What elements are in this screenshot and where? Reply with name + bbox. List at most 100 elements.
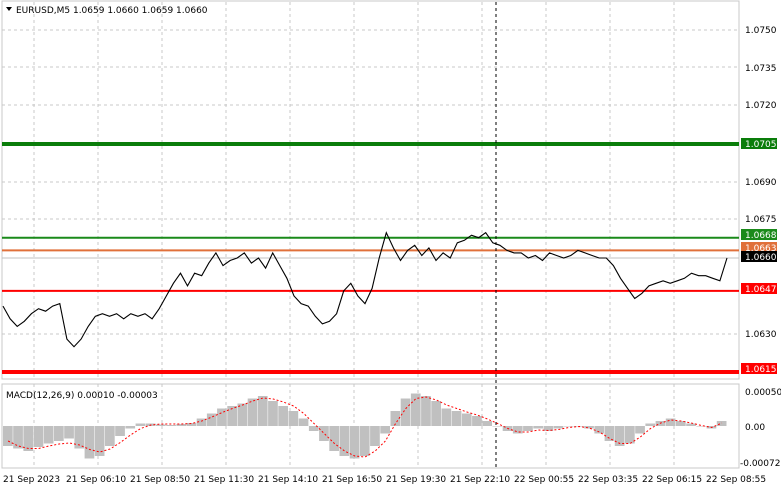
price-series-line[interactable] — [2, 231, 728, 348]
level-tag-bg — [741, 242, 777, 253]
macd-histogram-bar — [512, 426, 523, 434]
macd-histogram-bar — [329, 426, 339, 451]
macd-histogram-bar — [105, 426, 115, 446]
macd-histogram-bar — [390, 411, 401, 426]
macd-histogram-bar — [125, 426, 136, 429]
macd-histogram-bar — [13, 426, 23, 449]
time-axis-label: 21 Sep 11:30 — [194, 475, 254, 485]
macd-histogram-bar — [686, 423, 696, 426]
level-tag-text: 1.0705 — [745, 140, 777, 150]
level-tags: 1.0705 1.0668 1.0663 1.0660 1.0647 1.061… — [741, 138, 777, 375]
macd-histogram-bar — [370, 426, 380, 446]
macd-histogram-bar — [482, 421, 492, 426]
macd-histogram-bar — [410, 393, 421, 426]
price-axis-label: 1.0735 — [745, 64, 777, 74]
macd-histogram-bar — [563, 426, 574, 427]
price-axis-label: 1.0720 — [745, 101, 777, 111]
level-tag-bg — [741, 138, 777, 149]
macd-histogram-bar — [94, 426, 105, 456]
macd-histogram-bar — [268, 401, 278, 426]
macd-histogram-bar — [553, 426, 564, 429]
symbol-header: EURUSD,M5 1.0659 1.0660 1.0659 1.0660 — [16, 6, 208, 16]
macd-histogram-bar — [380, 426, 390, 434]
macd-histogram-bar — [74, 426, 85, 449]
macd-histogram-bar — [166, 425, 176, 426]
level-lines[interactable] — [2, 142, 739, 374]
macd-histogram-bar — [298, 418, 309, 426]
macd-histogram-bar — [614, 426, 625, 446]
macd-histogram-bar — [3, 426, 13, 446]
dropdown-triangle-icon[interactable] — [6, 7, 12, 11]
time-axis-label: 22 Sep 08:55 — [706, 475, 766, 485]
macd-histogram-bar — [33, 426, 44, 447]
time-axis[interactable]: 21 Sep 2023 21 Sep 06:10 21 Sep 08:50 21… — [3, 475, 766, 485]
macd-histogram-bar — [696, 426, 707, 427]
macd-histogram-bar — [676, 421, 686, 426]
macd-histogram-bar — [156, 424, 166, 426]
macd-histogram-bar — [237, 403, 248, 426]
macd-histogram-bar — [625, 426, 635, 444]
macd-axis-label: 0.00 — [745, 423, 765, 433]
macd-histogram-bar — [635, 426, 645, 434]
time-axis-label: 22 Sep 03:35 — [578, 475, 638, 485]
macd-histogram-bar — [84, 426, 95, 459]
macd-histogram-bar — [431, 401, 441, 426]
time-axis-label: 21 Sep 19:30 — [386, 475, 446, 485]
macd-histogram-bar — [400, 398, 411, 426]
macd-histogram-bar — [115, 426, 125, 436]
macd-histogram-bar — [349, 426, 360, 459]
macd-histogram-bar — [461, 413, 472, 426]
macd-histogram-bar — [227, 406, 237, 426]
level-tag-bg — [741, 251, 777, 262]
macd-histogram-bar — [23, 426, 34, 451]
macd-histogram-bar — [247, 398, 258, 426]
macd-histogram-bar — [492, 426, 503, 427]
macd-histogram-bar — [421, 396, 431, 426]
macd-histogram-bar — [217, 408, 227, 426]
macd-histogram-bar — [594, 426, 605, 434]
macd-axis-label: 0.00050 — [745, 388, 781, 398]
macd-histogram-bar — [319, 426, 329, 441]
macd-histogram-bar — [54, 426, 64, 441]
time-axis-label: 21 Sep 08:50 — [130, 475, 190, 485]
macd-histogram-bar — [196, 418, 207, 426]
price-axis-label: 1.0675 — [745, 215, 777, 225]
macd-histogram-bar — [584, 426, 594, 429]
macd-histogram-bar — [257, 396, 268, 426]
macd-histogram-bar — [716, 421, 727, 426]
time-axis-label: 22 Sep 00:55 — [514, 475, 574, 485]
level-tag-text: 1.0615 — [745, 365, 777, 375]
macd-histogram-bar — [206, 413, 217, 426]
level-tag-text: 1.0663 — [745, 244, 777, 254]
macd-histogram-bar — [645, 423, 656, 426]
time-axis-label: 21 Sep 14:10 — [258, 475, 318, 485]
macd-histogram-bar — [176, 424, 187, 426]
macd-histogram-bar — [472, 416, 482, 426]
macd-histogram-bar — [135, 423, 146, 426]
macd-label: MACD(12,26,9) 0.00010 -0.00003 — [6, 391, 158, 401]
macd-histogram-bar — [339, 426, 350, 456]
price-axis-label: 1.0750 — [745, 26, 777, 36]
macd-histogram-bar — [604, 426, 615, 441]
price-axis-label: 1.0690 — [745, 178, 777, 188]
time-axis-label: 22 Sep 06:15 — [642, 475, 702, 485]
price-axis[interactable]: 1.0750 1.0735 1.0720 1.0690 1.0675 1.063… — [745, 26, 777, 340]
macd-histogram-bar — [543, 426, 554, 431]
macd-histogram-bar — [288, 411, 299, 426]
level-tag-text: 1.0668 — [745, 231, 777, 241]
macd-axis-label: -0.00072 — [740, 459, 780, 469]
price-pane[interactable] — [1, 0, 740, 380]
macd-histogram-bar — [359, 426, 370, 456]
macd-histogram-bar — [186, 423, 197, 426]
time-axis-label: 21 Sep 22:10 — [450, 475, 510, 485]
macd-histogram — [3, 393, 727, 459]
level-tag-text: 1.0647 — [745, 285, 777, 295]
level-tag-bg — [741, 363, 777, 374]
price-axis-label: 1.0630 — [745, 330, 777, 340]
macd-histogram-bar — [278, 406, 288, 426]
macd-histogram-bar — [665, 418, 676, 426]
time-axis-label: 21 Sep 16:50 — [322, 475, 382, 485]
level-tag-text: 1.0660 — [745, 253, 777, 263]
level-tag-bg — [741, 283, 777, 294]
